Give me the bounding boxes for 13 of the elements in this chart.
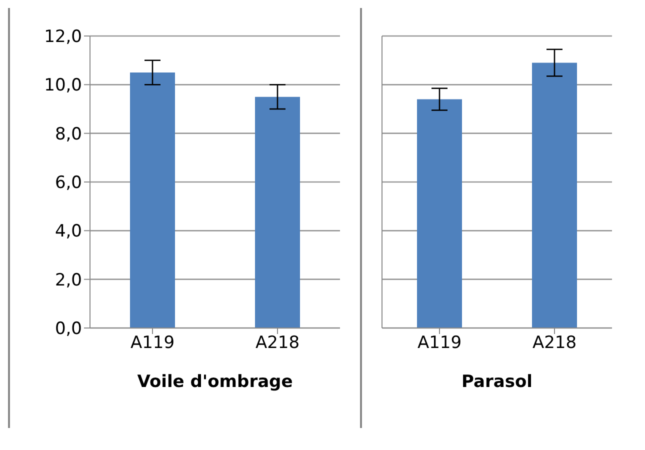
x-tick-label: A218	[532, 333, 577, 354]
y-tick-label: 6,0	[54, 173, 82, 194]
x-tick-label: A119	[417, 333, 462, 354]
x-axis-title: Parasol	[460, 372, 534, 392]
y-tick-label: 10,0	[44, 76, 82, 96]
y-tick-label: 4,0	[54, 222, 82, 242]
x-tick-label: A119	[130, 333, 175, 354]
x-tick-label: A218	[255, 333, 300, 354]
x-axis-title: Voile d'ombrage	[136, 372, 294, 392]
y-tick-label: 12,0	[44, 27, 82, 48]
y-tick-label: 8,0	[54, 124, 82, 144]
y-tick-label: 2,0	[54, 270, 82, 290]
y-tick-label: 0,0	[54, 319, 82, 340]
